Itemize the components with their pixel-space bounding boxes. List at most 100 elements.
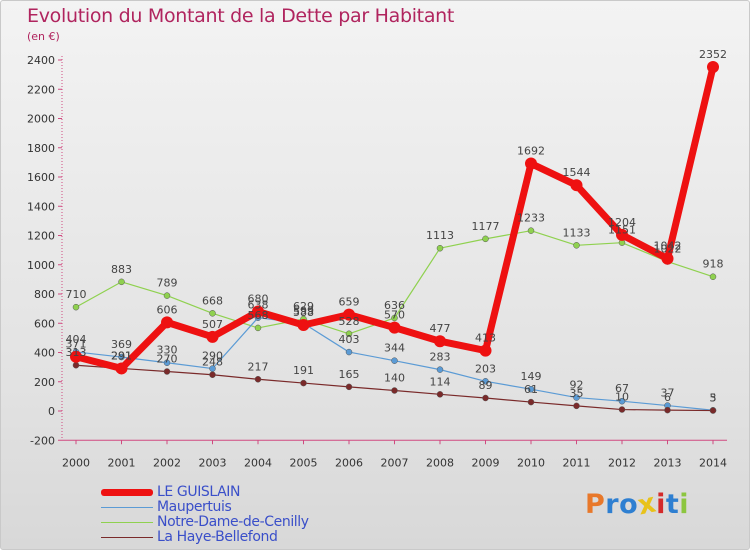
data-label: 883 xyxy=(111,263,132,276)
data-point xyxy=(345,348,353,356)
data-label: 668 xyxy=(202,294,223,307)
data-label: 629 xyxy=(293,300,314,313)
x-tick-label: 2011 xyxy=(563,456,591,469)
data-point xyxy=(161,316,173,329)
legend-label: Maupertuis xyxy=(157,499,232,515)
data-point xyxy=(436,391,444,398)
data-point xyxy=(664,406,671,414)
legend-label: La Haye-Bellefond xyxy=(157,529,278,545)
data-point xyxy=(707,61,719,74)
data-point xyxy=(391,387,398,394)
data-label: 2352 xyxy=(699,48,727,61)
data-label: 1133 xyxy=(563,226,591,239)
data-label: 191 xyxy=(293,364,314,377)
y-tick-label: 600 xyxy=(34,317,55,330)
data-label: 606 xyxy=(157,303,178,316)
x-tick-label: 2001 xyxy=(108,456,136,469)
data-label: 1544 xyxy=(563,166,591,179)
data-label: 413 xyxy=(475,332,496,345)
data-label: 203 xyxy=(475,362,496,375)
data-label: 140 xyxy=(384,372,405,385)
data-point xyxy=(482,235,489,243)
x-tick-label: 2012 xyxy=(608,456,636,469)
data-label: 369 xyxy=(111,338,132,351)
data-point xyxy=(297,319,310,332)
data-label: 165 xyxy=(339,368,360,381)
data-label: 1113 xyxy=(426,229,454,242)
data-label: 528 xyxy=(339,315,360,328)
x-tick-label: 2013 xyxy=(654,456,682,469)
data-label: 599 xyxy=(293,304,314,317)
chart-title: Evolution du Montant de la Dette par Hab… xyxy=(27,5,455,27)
data-point xyxy=(661,252,674,265)
data-point xyxy=(72,303,80,311)
data-label: 290 xyxy=(202,350,223,363)
y-tick-label: 1800 xyxy=(27,142,55,155)
data-point xyxy=(163,359,171,366)
legend-label: Notre-Dame-de-Cenilly xyxy=(157,514,309,530)
data-point xyxy=(343,308,355,321)
data-point xyxy=(479,344,492,357)
data-label: 35 xyxy=(570,387,584,400)
data-label: 680 xyxy=(248,293,269,306)
data-point xyxy=(709,273,717,280)
data-label: 5 xyxy=(710,391,717,404)
legend-swatch xyxy=(101,507,153,508)
x-tick-label: 2010 xyxy=(517,456,545,469)
data-point xyxy=(616,228,628,241)
data-point xyxy=(118,353,125,361)
data-label: 291 xyxy=(111,349,132,362)
data-point xyxy=(163,292,171,299)
legend-swatch xyxy=(101,537,153,538)
data-label: 283 xyxy=(430,351,451,364)
data-label: 403 xyxy=(339,333,360,346)
data-label: 149 xyxy=(521,370,542,383)
x-tick-label: 2009 xyxy=(472,456,500,469)
data-label: 330 xyxy=(157,344,178,357)
data-label: 37 xyxy=(661,387,675,400)
data-point xyxy=(482,378,489,385)
chart-subtitle: (en €) xyxy=(27,30,60,43)
data-point xyxy=(527,398,535,406)
x-tick-label: 2007 xyxy=(381,456,409,469)
y-tick-label: 2400 xyxy=(27,54,55,67)
y-tick-label: 800 xyxy=(34,288,55,301)
data-point xyxy=(436,366,444,373)
data-point xyxy=(527,385,535,393)
data-point xyxy=(388,321,401,334)
data-point xyxy=(345,383,353,391)
data-point xyxy=(254,376,262,383)
x-tick-label: 2006 xyxy=(335,456,363,469)
legend-swatch xyxy=(101,489,153,496)
y-tick-label: 1200 xyxy=(27,230,55,243)
legend-label: LE GUISLAIN xyxy=(157,484,241,500)
data-point xyxy=(482,394,489,402)
data-label: 344 xyxy=(384,342,405,355)
data-point xyxy=(709,407,717,414)
data-labels: 710 883 789 668 568 629 528 636 1113 1177 1233 1133… xyxy=(66,48,728,405)
data-label: 1151 xyxy=(608,224,636,237)
data-label: 217 xyxy=(248,360,269,373)
data-label: 638 xyxy=(248,299,269,312)
data-label: 568 xyxy=(248,309,269,322)
y-tick-label: 2000 xyxy=(27,113,55,126)
legend-swatch xyxy=(101,522,153,523)
data-point xyxy=(618,397,626,405)
data-point xyxy=(345,330,353,338)
data-label: 918 xyxy=(703,258,724,271)
data-label: 1204 xyxy=(608,216,636,229)
data-point xyxy=(72,361,80,369)
data-point xyxy=(434,335,446,348)
x-tick-label: 2003 xyxy=(199,456,227,469)
y-tick-label: 0 xyxy=(48,405,55,418)
data-label: 1233 xyxy=(517,212,545,225)
logo-letter: P xyxy=(585,489,606,520)
data-label: 1177 xyxy=(472,220,500,233)
data-point xyxy=(573,402,580,410)
y-tick-label: 400 xyxy=(34,347,55,360)
y-tick-label: 1600 xyxy=(27,171,55,184)
y-tick-label: 2200 xyxy=(27,83,55,96)
data-point xyxy=(118,278,125,286)
data-point xyxy=(300,379,307,387)
